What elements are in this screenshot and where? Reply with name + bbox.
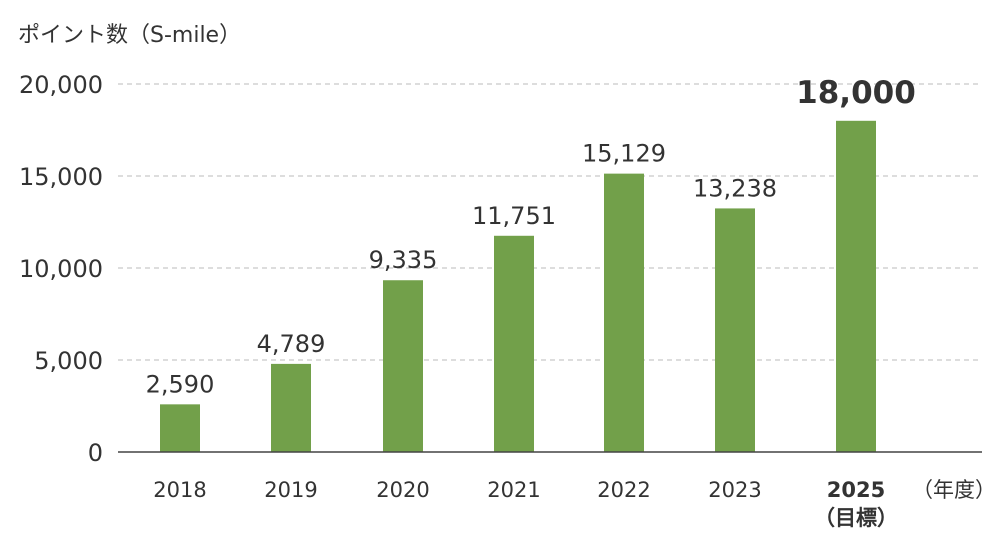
y-tick-label: 20,000 [19, 71, 103, 99]
data-label: 9,335 [369, 246, 438, 274]
y-axis-title: ポイント数（S-mile） [18, 23, 241, 48]
x-tick-label: 2022 [597, 478, 650, 502]
bar [604, 173, 644, 452]
data-label: 11,751 [472, 202, 556, 230]
x-tick-label: 2018 [153, 478, 206, 502]
x-tick-label: 2021 [487, 478, 540, 502]
bar [271, 363, 311, 452]
bar [383, 280, 423, 452]
x-tick-label: 2020 [376, 478, 429, 502]
bar [836, 120, 876, 453]
x-tick-label: 2023 [708, 478, 761, 502]
data-label: 15,129 [582, 140, 666, 168]
x-axis-unit: （年度） [912, 478, 996, 502]
bar [715, 208, 755, 452]
data-labels: 2,590 4,789 9,335 11,751 15,129 13,238 18,000 [146, 75, 916, 399]
x-axis-ticks: 2018 2019 2020 2021 2022 2023 2025 （目標） [153, 478, 898, 530]
y-tick-label: 10,000 [19, 255, 103, 283]
data-label: 2,590 [146, 370, 215, 398]
bars [160, 120, 876, 453]
data-label: 13,238 [693, 174, 777, 202]
data-label: 4,789 [257, 330, 326, 358]
y-tick-label: 0 [88, 439, 103, 467]
x-tick-label: 2019 [264, 478, 317, 502]
data-label: 18,000 [796, 75, 916, 111]
x-tick-note: （目標） [814, 506, 898, 530]
x-tick-label: 2025 [827, 478, 885, 502]
y-tick-label: 15,000 [19, 163, 103, 191]
y-axis-ticks: 0 5,000 10,000 15,000 20,000 [19, 71, 103, 467]
y-tick-label: 5,000 [34, 347, 103, 375]
bar [160, 404, 200, 452]
bar [494, 235, 534, 452]
